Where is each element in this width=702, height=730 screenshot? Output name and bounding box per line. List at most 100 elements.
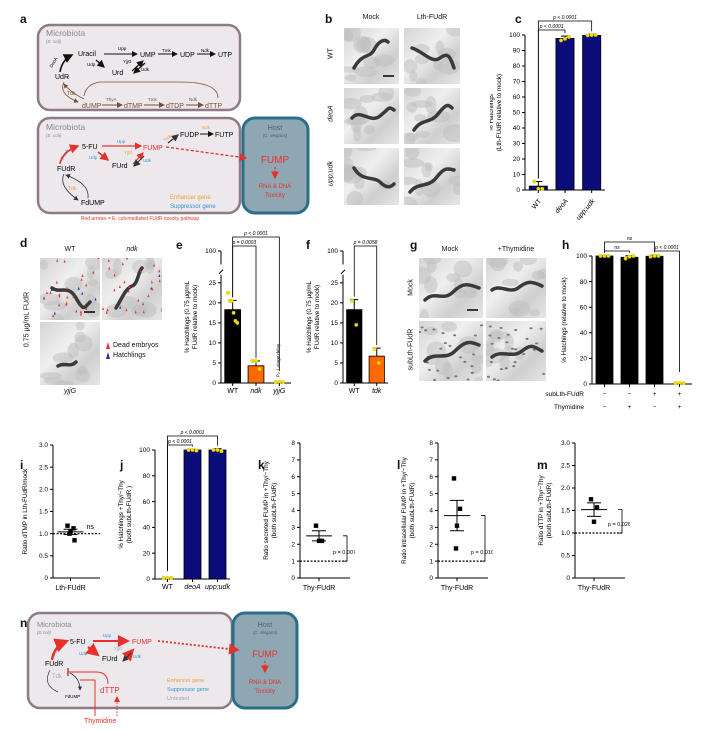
micrograph-canvas [344,28,396,81]
data-point [235,320,240,325]
y-tick-label: 0 [583,381,587,388]
y-tick-label: 6 [429,474,433,481]
worm [490,280,544,292]
fump: FUMP [143,145,163,152]
micrograph-canvas [486,258,546,317]
significance-label: p < 0.0001 [654,245,679,251]
significance-label: p = 0.0058 [353,240,378,246]
panel-label-n: n [20,616,28,630]
bacterial-lawn-patch [74,334,93,352]
data-point [585,33,590,38]
bar [368,355,385,384]
y-tick-label: 0 [566,575,570,582]
data-point [219,449,224,454]
bacterial-lawn-patch [134,301,157,319]
bar [620,256,639,385]
significance-bracket [654,250,680,372]
y-tick-label: 4 [291,508,295,515]
significance-bracket [232,236,280,371]
bar [582,35,602,191]
row-label-upp-udk: upp;udk [327,161,335,186]
egg [446,377,450,380]
y-tick-label: 4 [429,508,433,515]
y-axis-label: (Lth-FUdR relative to mock) [496,74,503,151]
data-point [606,254,611,258]
y-axis-label: (both subLth-FUdR) [409,483,416,539]
hatchling-marker [158,273,161,277]
egg [425,361,429,364]
panel-label-k: k [258,458,265,472]
dead-embryo-marker [85,307,88,311]
bacterial-lawn-patch [486,337,495,349]
dead-embryo-marker [80,312,83,316]
egg [497,337,501,340]
yjjg-label: YjjG [123,59,132,64]
y-axis-label: Ratio intracellular FUMP in +Thy/−Thy [401,456,408,563]
egg [488,325,492,328]
dead-embryo-marker [106,308,109,312]
condition-value: − [603,391,607,398]
micrograph-sublth-thymidine [486,321,546,381]
condition-row-label: subLth-FUdR [545,391,584,398]
egg [480,324,483,327]
fdump: FdUMP [65,694,80,699]
panel-label-d: d [20,236,28,250]
y-tick-label: 80 [143,473,151,480]
significance-label: p < 0.0001 [539,24,564,30]
y-tick-label: 0 [429,575,433,582]
egg [525,337,529,340]
micrograph-mock-thymidine [486,258,546,318]
data-point [231,310,236,315]
egg [522,352,526,355]
blue-marker-icon [106,352,110,359]
dead-embryo-marker [128,284,131,288]
data-point [71,526,76,531]
dead-embryo-marker [151,287,154,291]
y-tick-label: 15 [209,320,217,327]
y-tick-label: 90 [513,48,521,55]
egg [441,332,445,335]
dead-embryo-marker [113,273,116,277]
red-marker-icon [106,342,110,349]
micrograph-upp-udk-lth-fudr [404,148,460,205]
y-axis-label: Ratio dTMP in Lth-FUdR/mock [22,468,29,554]
egg [513,361,517,364]
panel-label-e: e [176,238,183,252]
bacterial-lawn-patch [131,259,149,274]
worm [114,266,144,310]
data-point [588,497,594,502]
dttp: dTTP [205,103,222,110]
bar [645,255,664,385]
y-tick-label: 7 [291,457,295,464]
host-fump: FUMP [252,649,278,659]
data-point [65,523,70,528]
chart-k-secreted-fump: 0 1 2 3 4 5 6 7 8 Ratio secreted FUMP in +Thy/−Th… [263,440,355,592]
egg [532,348,536,351]
microbiota-title: Microbiota [37,620,72,629]
significance-label: p < 0.0001 [180,430,205,436]
bacterial-lawn-patch [474,376,483,381]
y-tick-label: 0 [291,575,295,582]
hatchling-marker [77,286,80,290]
bacterial-lawn-patch [488,330,510,340]
y-tick-label: 5 [291,491,295,498]
udp-label: Udp [79,651,88,656]
data-point [563,36,567,41]
micrograph-deoa-lth-fudr [404,88,460,144]
ump: UMP [140,52,156,59]
significance-label: ns [627,236,633,242]
data-point [559,38,563,43]
y-tick-label: 20 [331,300,339,307]
micrograph-canvas [419,321,483,381]
y-tick-label: 7 [429,457,433,464]
egg [419,331,422,334]
dead-embryo-marker [134,310,137,314]
y-tick-label: 0.5 [39,553,48,560]
x-tick-label: upp;udk [205,584,230,591]
data-point [567,35,571,39]
condition-row-label: Thymidine [554,404,584,411]
fudr: FUdR [45,661,63,668]
y-axis-label: (both subLth-FUdR) [546,483,553,539]
host-title: Host [258,622,272,629]
y-tick-label: 2.5 [561,463,570,470]
